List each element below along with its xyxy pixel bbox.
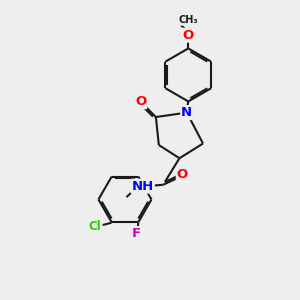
Text: NH: NH [131, 180, 154, 193]
Text: CH₃: CH₃ [178, 15, 198, 25]
Text: Cl: Cl [89, 220, 101, 233]
Text: O: O [135, 95, 146, 108]
Text: O: O [183, 29, 194, 42]
Text: N: N [181, 106, 192, 119]
Text: O: O [177, 168, 188, 181]
Text: F: F [132, 227, 141, 240]
